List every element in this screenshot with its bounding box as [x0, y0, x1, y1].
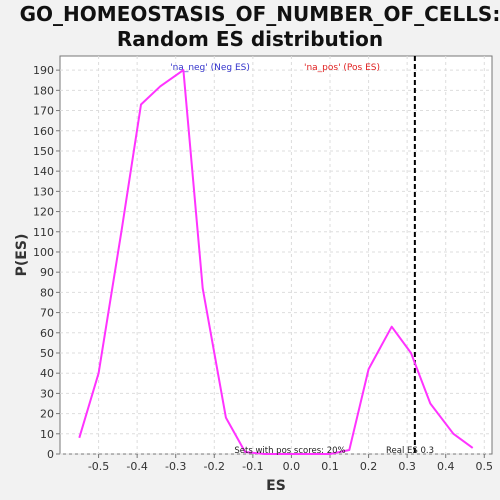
- y-tick-label: 40: [40, 367, 54, 380]
- y-tick-label: 0: [47, 448, 54, 461]
- x-tick-label: -0.2: [204, 460, 225, 473]
- y-tick-label: 110: [33, 226, 54, 239]
- y-tick-label: 80: [40, 286, 54, 299]
- x-tick-label: 0.3: [398, 460, 416, 473]
- grid: [60, 56, 492, 455]
- x-tick-label: 0.2: [360, 460, 378, 473]
- chart-title-line-2: Random ES distribution: [117, 27, 383, 51]
- y-tick-label: 60: [40, 327, 54, 340]
- x-tick-label: -0.5: [88, 460, 109, 473]
- x-tick-label: -0.4: [126, 460, 147, 473]
- real-es-annotation: Real ES 0.3: [386, 446, 434, 456]
- y-tick-label: 140: [33, 165, 54, 178]
- x-axis-label: ES: [266, 478, 286, 494]
- y-tick-label: 180: [33, 84, 54, 97]
- legend-neg-label: 'na_neg' (Neg ES): [170, 63, 250, 73]
- y-tick-label: 150: [33, 145, 54, 158]
- y-tick-label: 90: [40, 266, 54, 279]
- y-tick-label: 50: [40, 347, 54, 360]
- x-tick-label: 0.5: [476, 460, 494, 473]
- y-tick-label: 20: [40, 408, 54, 421]
- y-tick-label: 190: [33, 64, 54, 77]
- x-tick-label: -0.3: [165, 460, 186, 473]
- legend-pos-label: 'na_pos' (Pos ES): [304, 63, 380, 73]
- y-tick-label: 70: [40, 307, 54, 320]
- x-tick-label: 0.1: [321, 460, 339, 473]
- x-tick-label: 0.4: [437, 460, 455, 473]
- y-tick-label: 100: [33, 246, 54, 259]
- pos-scores-annotation: Sets with pos scores: 20%: [234, 446, 345, 456]
- y-tick-label: 170: [33, 105, 54, 118]
- y-tick-label: 30: [40, 387, 54, 400]
- axis-ticks: 0 10 20 30 40 50 60 70 80 90 100 110 120 130 140 150 160…: [33, 64, 493, 473]
- x-tick-label: 0.0: [283, 460, 301, 473]
- chart-title-line-1: GO_HOMEOSTASIS_OF_NUMBER_OF_CELLS:: [20, 2, 500, 26]
- y-tick-label: 160: [33, 125, 54, 138]
- y-axis-label: P(ES): [14, 234, 30, 277]
- x-tick-label: -0.1: [242, 460, 263, 473]
- es-density-line: [78, 69, 474, 455]
- y-tick-label: 120: [33, 206, 54, 219]
- plot-area: [59, 55, 493, 455]
- y-tick-label: 10: [40, 428, 54, 441]
- y-tick-label: 130: [33, 185, 54, 198]
